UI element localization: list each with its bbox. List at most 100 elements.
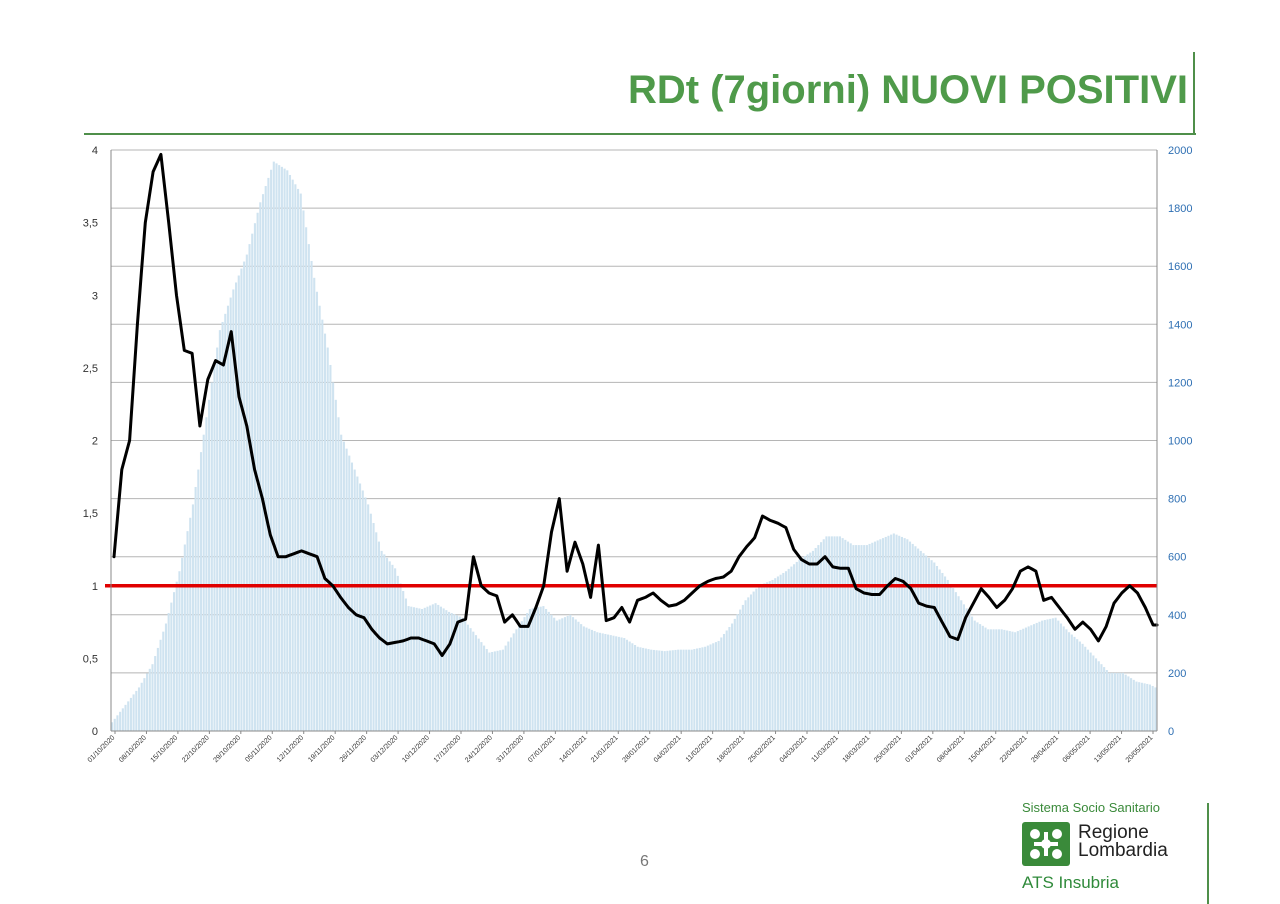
data-bar [434,603,437,731]
left-tick-label: 3 [92,290,98,302]
data-bar [574,619,577,731]
data-bar [930,560,933,731]
data-bar [251,233,254,731]
data-bar [1065,629,1068,731]
data-bar [501,649,504,731]
x-tick-label: 22/10/2020 [181,734,211,764]
data-bar [140,682,143,731]
data-bar [701,647,704,731]
data-bar [663,651,666,731]
data-bar [1113,672,1116,731]
data-bar [1119,672,1122,731]
data-bar [744,600,747,731]
data-bar [323,333,327,731]
data-bar [111,722,114,731]
left-tick-label: 3,5 [83,218,98,230]
data-bar [636,646,639,731]
data-bar [833,536,836,731]
x-tick-label: 18/03/2021 [842,734,872,764]
data-bar [596,632,599,731]
x-tick-label: 12/11/2020 [276,734,305,763]
x-tick-label: 15/04/2021 [967,734,997,764]
data-bar [332,382,335,731]
data-bar [768,581,771,731]
data-bar [814,547,817,731]
data-bar [900,536,903,731]
data-bar [919,550,922,731]
data-bar [558,619,561,731]
data-bar [299,193,302,731]
data-bar [607,634,610,731]
data-bar [447,611,451,731]
data-bar [857,545,860,731]
data-bar [1051,618,1054,731]
data-bar [941,572,944,731]
data-bar [968,612,971,731]
data-bar [113,718,116,731]
data-bar [922,553,925,731]
data-bar [539,606,542,731]
data-bar [846,541,850,731]
data-bar [310,260,313,731]
data-bar [407,606,410,731]
data-bar [418,608,421,731]
data-bar [890,534,893,731]
data-bar [733,618,736,731]
data-bar [760,584,763,731]
logo-region-name: Regione Lombardia [1078,823,1198,860]
data-bar [1038,621,1041,731]
data-bar [571,617,575,731]
data-bar [935,565,939,731]
data-bar [1049,618,1052,731]
data-bar [226,305,230,731]
data-bar [784,571,788,731]
data-bar [364,497,367,731]
left-tick-label: 1 [92,581,98,593]
data-bar [1041,620,1044,731]
data-bar [1081,643,1084,731]
data-bar [628,641,631,731]
data-bar [356,476,359,731]
data-bar [1030,625,1033,731]
data-bar [655,650,658,731]
data-bar [957,596,960,731]
data-bar [865,545,868,731]
data-bar [272,161,275,731]
data-bar [779,574,782,731]
data-bar [221,321,224,731]
data-bar [809,552,812,731]
data-bar [938,569,941,731]
x-tick-label: 20/05/2021 [1125,734,1155,764]
data-bar [466,624,469,731]
data-bar [137,687,141,731]
data-bar [995,629,998,731]
data-bar [1022,628,1025,731]
data-bar [706,645,709,731]
data-bar [722,633,726,731]
data-bar [634,645,637,731]
data-bar [124,704,127,731]
data-bar [415,607,418,731]
data-bar [116,715,119,731]
data-bar [205,417,208,731]
data-bar [210,382,213,731]
data-bar [717,640,720,731]
data-bar [1006,630,1009,731]
x-tick-label: 04/03/2021 [779,734,809,764]
data-bar [229,297,232,731]
data-bar [458,616,461,731]
data-bar [496,650,499,731]
data-bar [820,542,823,731]
data-bar [175,581,178,731]
data-bar [423,607,426,731]
data-bar [927,557,930,731]
data-bar [151,664,154,731]
data-bar [960,600,963,731]
data-bar [208,399,211,731]
x-tick-label: 19/11/2020 [307,734,336,763]
left-tick-label: 2 [92,436,98,448]
data-bar [191,504,194,731]
x-tick-label: 05/11/2020 [244,734,273,763]
right-tick-label: 600 [1168,552,1186,564]
data-bar [135,690,138,731]
